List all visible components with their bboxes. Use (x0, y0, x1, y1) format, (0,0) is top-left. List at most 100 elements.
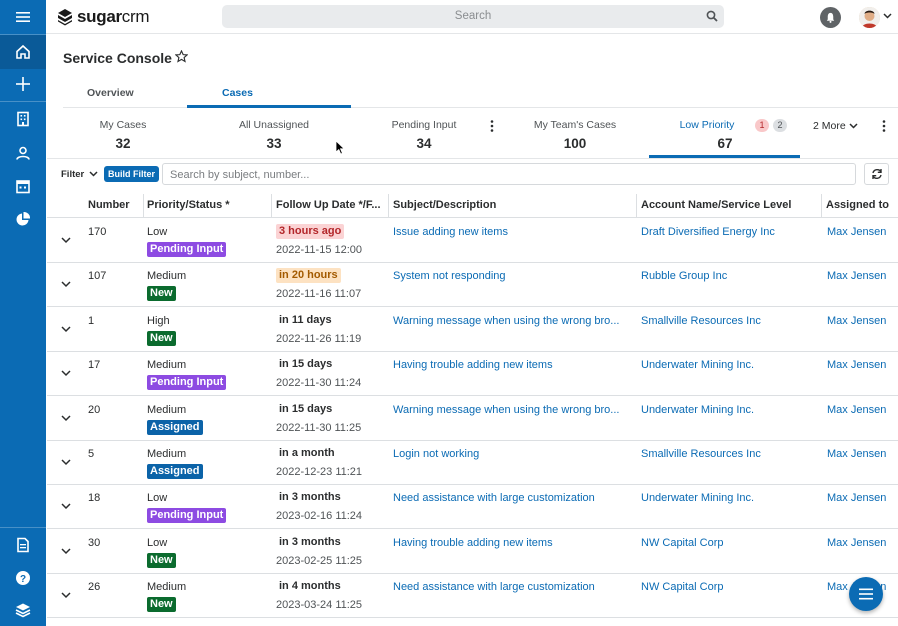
expand-row-chevron-icon[interactable] (61, 548, 71, 555)
pie-chart-icon[interactable] (0, 202, 46, 236)
search-icon[interactable] (706, 10, 718, 22)
table-row[interactable]: 18 Low Pending Input in 3 months 2023-02-16 … (47, 485, 898, 530)
case-subject-link[interactable]: Need assistance with large customization (393, 581, 595, 594)
assigned-user-link[interactable]: Max Jensen (827, 448, 887, 460)
account-name-link[interactable]: Smallville Resources Inc (641, 448, 761, 460)
case-priority: Medium (147, 359, 187, 372)
case-subject-link[interactable]: Issue adding new items (393, 226, 508, 238)
case-subject-link[interactable]: Login not working (393, 448, 480, 460)
filter-search-input[interactable]: Search by subject, number... (162, 163, 856, 185)
case-priority: Medium (147, 581, 187, 594)
dashlet-tab-label: Pending Input (391, 119, 457, 131)
expand-row-chevron-icon[interactable] (61, 415, 71, 422)
expand-row-chevron-icon[interactable] (61, 503, 71, 510)
dashlet-tab-my-cases[interactable]: My Cases 32 (74, 119, 172, 151)
case-subject-link[interactable]: Warning message when using the wrong bro… (393, 403, 620, 416)
assigned-user-link[interactable]: Max Jensen (827, 314, 887, 327)
status-badge: New (147, 597, 176, 613)
user-avatar[interactable] (859, 7, 880, 28)
account-name-link[interactable]: Underwater Mining Inc. (641, 492, 755, 505)
assigned-user-link[interactable]: Max Jensen (827, 270, 887, 283)
case-priority: Medium (147, 448, 187, 460)
dashlet-tab-my-teams-cases[interactable]: My Team's Cases 100 (520, 119, 630, 151)
table-row[interactable]: 20 Medium Assigned in 15 days 2022-11-30 11:… (47, 397, 898, 441)
account-name-link[interactable]: NW Capital Corp (641, 581, 724, 594)
more-tabs-dropdown[interactable]: 2 More (813, 120, 858, 132)
expand-row-chevron-icon[interactable] (61, 326, 71, 333)
active-dashlet-indicator (649, 155, 800, 158)
assigned-user-link[interactable]: Max Jensen (827, 536, 887, 549)
assigned-user-link[interactable]: Max Jensen (827, 359, 887, 372)
sugarcrm-logo[interactable]: sugarcrm (56, 7, 150, 27)
column-header-priority[interactable]: Priority/Status * (147, 199, 230, 211)
tab-overview[interactable]: Overview (87, 87, 134, 99)
page-title: Service Console (63, 50, 172, 66)
favorite-star-icon[interactable] (175, 50, 188, 63)
tab-cases[interactable]: Cases (222, 87, 253, 99)
dashlet-tab-label: Low Priority (679, 119, 735, 131)
expand-row-chevron-icon[interactable] (61, 459, 71, 466)
column-header-number[interactable]: Number (88, 199, 130, 211)
chevron-down-icon[interactable] (883, 13, 892, 19)
expand-row-chevron-icon[interactable] (61, 370, 71, 377)
table-row[interactable]: 17 Medium Pending Input in 15 days 2022-11-3… (47, 352, 898, 397)
dashlet-tab-pending-input[interactable]: Pending Input 34 (374, 119, 474, 151)
table-row[interactable]: 5 Medium Assigned in a month 2022-12-23 11:2… (47, 441, 898, 485)
filter-label[interactable]: Filter (61, 169, 85, 180)
calendar-icon[interactable] (0, 169, 46, 203)
floating-menu-button[interactable] (849, 577, 883, 611)
column-header-assigned[interactable]: Assigned to (826, 199, 889, 211)
expand-row-chevron-icon[interactable] (61, 237, 71, 244)
case-number: 107 (88, 270, 107, 283)
account-name-link[interactable]: Underwater Mining Inc. (641, 359, 755, 372)
menu-icon[interactable] (0, 0, 46, 34)
help-icon[interactable]: ? (0, 561, 46, 595)
follow-up-relative: in 3 months (279, 535, 341, 548)
follow-up-relative: in 4 months (279, 580, 341, 593)
case-subject-link[interactable]: Having trouble adding new items (393, 359, 553, 372)
account-name-link[interactable]: Smallville Resources Inc (641, 314, 761, 327)
count-badge: 2 (773, 119, 787, 132)
contact-icon[interactable] (0, 136, 46, 170)
assigned-user-link[interactable]: Max Jensen (827, 492, 887, 505)
more-options-icon[interactable] (490, 120, 494, 132)
dashlet-options-icon[interactable] (882, 120, 886, 132)
column-header-follow-up[interactable]: Follow Up Date */F... (276, 199, 381, 211)
table-row[interactable]: 1 High New in 11 days 2022-11-26 11:19 Warnin… (47, 308, 898, 352)
column-header-account[interactable]: Account Name/Service Level (641, 199, 792, 211)
search-placeholder: Search (454, 10, 492, 22)
build-filter-button[interactable]: Build Filter (104, 166, 159, 182)
account-name-link[interactable]: Draft Diversified Energy Inc (641, 226, 775, 238)
layers-icon[interactable] (0, 593, 46, 626)
expand-row-chevron-icon[interactable] (61, 281, 71, 288)
follow-up-relative: in 11 days (279, 313, 332, 326)
chevron-down-icon[interactable] (89, 171, 98, 177)
column-header-subject[interactable]: Subject/Description (393, 199, 497, 211)
account-name-link[interactable]: NW Capital Corp (641, 536, 724, 549)
dashlet-tab-low-priority[interactable]: Low Priority 67 (660, 119, 790, 151)
home-icon[interactable] (0, 35, 46, 69)
case-subject-link[interactable]: Need assistance with large customization (393, 492, 595, 505)
table-row[interactable]: 107 Medium New in 20 hours 2022-11-16 11:07 S… (47, 263, 898, 308)
case-subject-link[interactable]: Having trouble adding new items (393, 536, 553, 549)
assigned-user-link[interactable]: Max Jensen (827, 403, 887, 416)
plus-icon[interactable] (0, 67, 46, 101)
console-tabs: Overview Cases (63, 80, 898, 108)
status-badge: New (147, 286, 176, 302)
refresh-button[interactable] (864, 163, 889, 185)
building-icon[interactable] (0, 102, 46, 136)
case-number: 17 (88, 359, 101, 372)
document-icon[interactable] (0, 528, 46, 562)
table-row[interactable]: 26 Medium New in 4 months 2023-03-24 11:25 Ne… (47, 574, 898, 619)
table-row[interactable]: 170 Low Pending Input 3 hours ago 2022-11-15… (47, 219, 898, 263)
table-row[interactable]: 30 Low New in 3 months 2023-02-25 11:25 Havin… (47, 530, 898, 574)
case-subject-link[interactable]: Warning message when using the wrong bro… (393, 314, 620, 327)
expand-row-chevron-icon[interactable] (61, 592, 71, 599)
dashlet-tab-all-unassigned[interactable]: All Unassigned 33 (214, 119, 334, 151)
assigned-user-link[interactable]: Max Jensen (827, 226, 887, 238)
global-search[interactable]: Search (222, 5, 724, 28)
account-name-link[interactable]: Underwater Mining Inc. (641, 403, 755, 416)
notification-bell-icon[interactable] (820, 7, 841, 28)
account-name-link[interactable]: Rubble Group Inc (641, 270, 728, 283)
case-subject-link[interactable]: System not responding (393, 270, 506, 283)
